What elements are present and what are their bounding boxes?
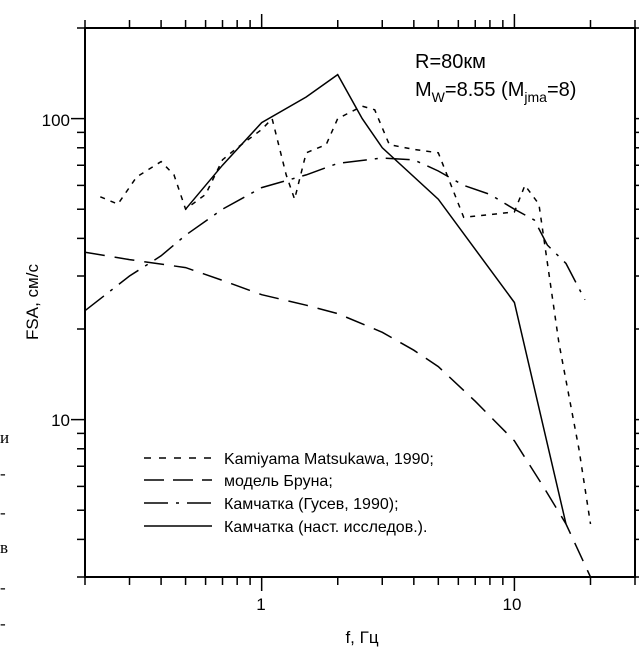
margin-char-3: - <box>0 503 6 522</box>
series-line-1 <box>84 251 592 578</box>
legend: Kamiyama Matsukawa, 1990; модель Бруна; … <box>144 451 434 536</box>
mag-value: =8.55 (M <box>445 79 524 101</box>
axis-ticks <box>71 14 639 591</box>
series-lines <box>84 73 592 578</box>
series-line-2 <box>84 157 586 312</box>
margin-char-6: - <box>0 614 6 633</box>
x-tick-label-1: 1 <box>256 595 265 614</box>
mag-jma-subscript: jma <box>523 89 547 105</box>
legend-label-present: Камчатка (наст. исследов.). <box>224 519 427 536</box>
margin-char-2: - <box>0 464 6 483</box>
legend-label-gusev: Камчатка (Гусев, 1990); <box>224 496 399 513</box>
annotation-distance: R=80км <box>415 51 486 73</box>
margin-char-4: в <box>0 538 9 557</box>
y-tick-label-10: 10 <box>51 411 70 430</box>
x-axis-label: f, Гц <box>345 628 378 647</box>
mag-w-subscript: W <box>432 89 446 105</box>
legend-label-brune: модель Бруна; <box>224 473 333 490</box>
series-line-0 <box>100 105 592 525</box>
margin-char-5: - <box>0 578 6 597</box>
mag-close: =8) <box>547 79 576 101</box>
legend-label-kamiyama: Kamiyama Matsukawa, 1990; <box>224 451 434 468</box>
y-tick-label-100: 100 <box>42 111 70 130</box>
series-line-3 <box>185 73 567 525</box>
margin-char-1: и <box>0 428 10 447</box>
mag-m: M <box>415 79 432 101</box>
annotation-magnitude: MW=8.55 (Mjma=8) <box>415 79 576 105</box>
plot-frame <box>84 27 636 578</box>
x-tick-label-10: 10 <box>503 595 522 614</box>
y-axis-label: FSA, см/с <box>23 264 42 340</box>
